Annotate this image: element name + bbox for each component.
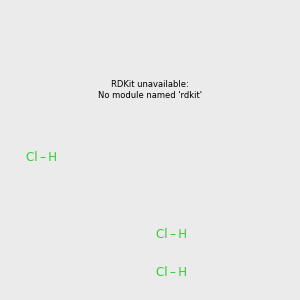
- Text: RDKit unavailable:
No module named 'rdkit': RDKit unavailable: No module named 'rdki…: [98, 80, 202, 100]
- Text: Cl – H: Cl – H: [156, 227, 187, 241]
- Text: Cl – H: Cl – H: [156, 266, 187, 280]
- Text: Cl – H: Cl – H: [26, 151, 56, 164]
